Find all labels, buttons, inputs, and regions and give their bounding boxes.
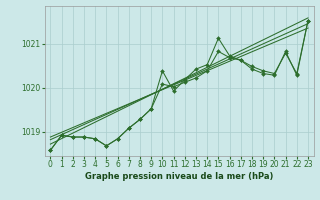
X-axis label: Graphe pression niveau de la mer (hPa): Graphe pression niveau de la mer (hPa): [85, 172, 273, 181]
